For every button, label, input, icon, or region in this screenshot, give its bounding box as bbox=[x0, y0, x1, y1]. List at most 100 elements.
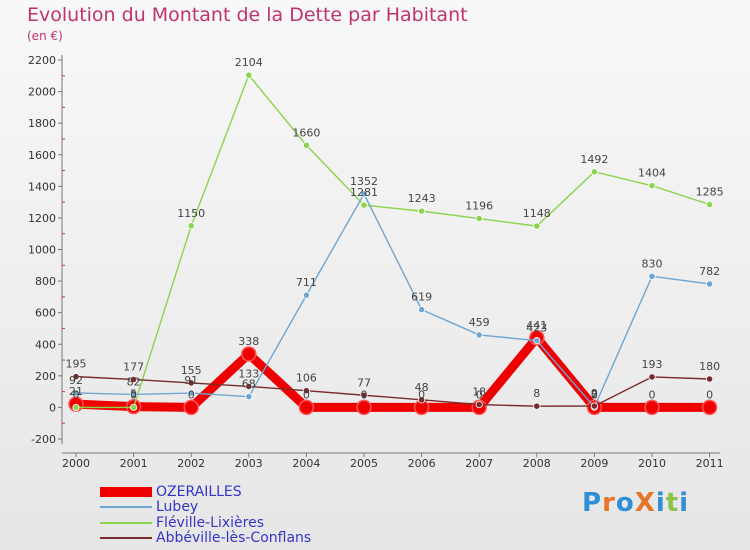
data-point bbox=[475, 214, 483, 223]
data-point bbox=[187, 389, 195, 397]
data-point bbox=[701, 399, 718, 416]
data-point bbox=[533, 402, 541, 410]
data-point bbox=[417, 207, 426, 215]
data-point bbox=[648, 182, 656, 190]
legend-label: Abbéville-lès-Conflans bbox=[156, 530, 312, 546]
data-label: 0 bbox=[130, 388, 137, 401]
data-label: 338 bbox=[238, 335, 259, 348]
data-point bbox=[241, 346, 257, 362]
data-point bbox=[302, 291, 310, 299]
series-line bbox=[75, 74, 711, 409]
chart-title: Evolution du Montant de la Dette par Hab… bbox=[27, 4, 468, 26]
data-label: 48 bbox=[415, 381, 429, 394]
data-point bbox=[590, 168, 599, 176]
data-label: 77 bbox=[357, 376, 371, 389]
y-tick-label: 200 bbox=[35, 370, 56, 383]
series-line bbox=[75, 375, 711, 407]
chart-subtitle: (en €) bbox=[27, 29, 63, 43]
proxiti-logo: ProXiti bbox=[582, 488, 689, 518]
data-label: 177 bbox=[123, 360, 144, 373]
data-point bbox=[130, 375, 138, 384]
x-tick-label: 2004 bbox=[292, 457, 320, 470]
data-point bbox=[360, 391, 368, 399]
data-point bbox=[298, 399, 315, 416]
data-label: 1150 bbox=[177, 207, 205, 220]
x-tick-label: 2009 bbox=[580, 457, 608, 470]
data-label: 91 bbox=[184, 374, 198, 387]
data-label: 1492 bbox=[580, 153, 608, 166]
legend-label: Fléville-Lixières bbox=[156, 515, 265, 531]
data-label: 441 bbox=[526, 319, 547, 332]
x-tick-label: 2005 bbox=[350, 457, 378, 470]
logo-letter: i bbox=[679, 488, 690, 518]
y-tick-label: 2200 bbox=[28, 54, 56, 67]
data-point bbox=[130, 403, 138, 412]
data-label: 1281 bbox=[350, 186, 378, 199]
data-point bbox=[72, 373, 80, 381]
legend-swatch bbox=[100, 522, 152, 524]
x-tick-label: 2006 bbox=[408, 457, 436, 470]
x-tick-label: 2007 bbox=[465, 457, 493, 470]
x-tick-label: 2001 bbox=[120, 457, 148, 470]
x-tick-label: 2003 bbox=[235, 457, 263, 470]
data-point bbox=[533, 337, 541, 345]
data-label: 82 bbox=[127, 375, 141, 388]
legend-swatch bbox=[100, 506, 152, 508]
data-label: 0 bbox=[649, 388, 656, 401]
data-label: 830 bbox=[642, 257, 663, 270]
y-tick-label: 1400 bbox=[28, 180, 56, 193]
data-point bbox=[130, 390, 138, 399]
data-label: 2104 bbox=[235, 56, 263, 69]
series-lubey bbox=[72, 190, 714, 411]
x-tick-label: 2011 bbox=[696, 457, 724, 470]
data-label: 1148 bbox=[523, 207, 551, 220]
data-point bbox=[705, 200, 714, 209]
data-point bbox=[417, 306, 426, 314]
data-point bbox=[356, 399, 372, 416]
data-point bbox=[72, 389, 80, 397]
data-label: 0 bbox=[591, 388, 598, 401]
data-label: 9 bbox=[591, 387, 598, 400]
data-label: 92 bbox=[69, 374, 83, 387]
data-label: 459 bbox=[469, 316, 490, 329]
y-tick-label: 1000 bbox=[28, 244, 56, 257]
data-label: 106 bbox=[296, 372, 317, 385]
logo-letter: r bbox=[602, 488, 616, 518]
data-point bbox=[245, 71, 253, 79]
data-point bbox=[705, 375, 714, 383]
data-label: 1660 bbox=[292, 126, 320, 139]
data-label: 0 bbox=[361, 388, 368, 401]
y-tick-label: 2000 bbox=[28, 86, 56, 99]
data-point bbox=[245, 393, 253, 401]
data-label: 5 bbox=[130, 388, 137, 401]
y-tick-label: -200 bbox=[31, 433, 56, 446]
x-tick-label: 2008 bbox=[523, 457, 551, 470]
data-point bbox=[644, 399, 660, 416]
data-point bbox=[648, 272, 656, 280]
legend-label: Lubey bbox=[156, 499, 199, 515]
data-label: 1243 bbox=[408, 192, 436, 205]
y-tick-label: 800 bbox=[35, 275, 56, 288]
data-label: 2 bbox=[591, 388, 598, 401]
data-label: 0 bbox=[476, 388, 483, 401]
data-label: 782 bbox=[699, 265, 720, 278]
data-label: 423 bbox=[526, 322, 547, 335]
x-tick-label: 2002 bbox=[177, 457, 205, 470]
data-label: 18 bbox=[472, 386, 486, 399]
data-point bbox=[360, 190, 368, 198]
series-layer bbox=[68, 71, 718, 416]
data-point bbox=[302, 387, 310, 395]
data-point bbox=[187, 379, 195, 387]
logo-letter: X bbox=[634, 488, 656, 518]
data-label: 0 bbox=[706, 388, 713, 401]
logo-letter: P bbox=[582, 488, 603, 518]
series-line bbox=[75, 193, 711, 408]
y-tick-label: 1600 bbox=[28, 149, 56, 162]
data-point bbox=[705, 280, 714, 288]
series-line bbox=[71, 333, 715, 412]
data-label: 1352 bbox=[350, 175, 378, 188]
legend-swatch bbox=[100, 487, 152, 497]
data-label: 711 bbox=[296, 276, 317, 289]
